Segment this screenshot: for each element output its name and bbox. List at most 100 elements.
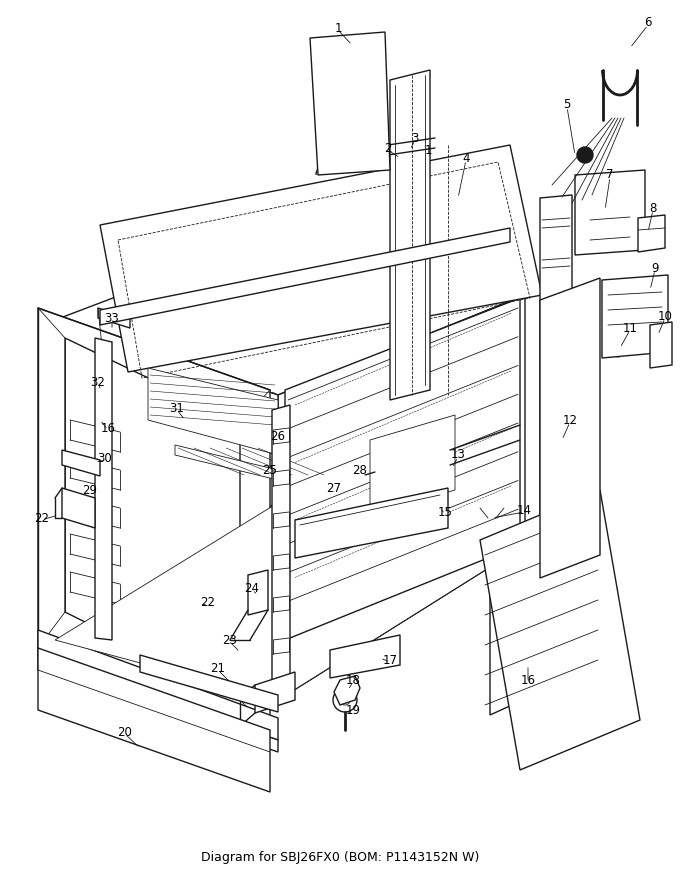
Polygon shape (175, 445, 278, 480)
Circle shape (272, 429, 284, 441)
Text: 11: 11 (622, 322, 638, 334)
Circle shape (333, 653, 347, 667)
Circle shape (475, 380, 505, 410)
Polygon shape (55, 488, 525, 700)
Text: 6: 6 (644, 16, 651, 28)
Polygon shape (38, 630, 278, 740)
Text: 32: 32 (90, 376, 105, 388)
Text: 16: 16 (101, 422, 116, 435)
Polygon shape (540, 278, 600, 578)
Polygon shape (480, 490, 640, 770)
Polygon shape (255, 672, 295, 713)
Text: 29: 29 (82, 483, 97, 497)
Polygon shape (148, 368, 278, 455)
Circle shape (480, 506, 504, 530)
Polygon shape (390, 70, 430, 400)
Circle shape (97, 385, 103, 391)
Circle shape (613, 347, 623, 357)
Polygon shape (310, 32, 390, 175)
Text: 2: 2 (384, 141, 392, 154)
Text: 28: 28 (352, 464, 367, 476)
Circle shape (454, 194, 462, 202)
Circle shape (324, 480, 340, 496)
Text: 14: 14 (517, 504, 532, 517)
Circle shape (179, 667, 189, 677)
Polygon shape (140, 655, 278, 712)
Polygon shape (38, 658, 278, 752)
Text: 27: 27 (326, 482, 341, 495)
Polygon shape (602, 275, 668, 358)
Circle shape (231, 667, 241, 677)
Polygon shape (285, 298, 520, 640)
Text: 12: 12 (562, 414, 577, 427)
Circle shape (127, 667, 137, 677)
Text: 8: 8 (649, 201, 657, 214)
Circle shape (448, 188, 468, 208)
Text: 16: 16 (520, 674, 536, 686)
Circle shape (164, 657, 176, 669)
Polygon shape (55, 488, 525, 700)
Polygon shape (62, 450, 100, 476)
Polygon shape (248, 570, 268, 615)
Circle shape (193, 598, 207, 612)
Text: 19: 19 (345, 704, 360, 716)
Circle shape (224, 684, 236, 696)
Circle shape (641, 305, 655, 319)
Circle shape (357, 467, 373, 483)
Circle shape (333, 688, 357, 712)
Polygon shape (98, 308, 130, 328)
Text: 26: 26 (271, 430, 286, 443)
Text: 18: 18 (345, 674, 360, 686)
Polygon shape (334, 676, 360, 705)
Circle shape (75, 667, 85, 677)
Polygon shape (370, 415, 455, 515)
Text: 7: 7 (607, 168, 614, 182)
Text: Diagram for SBJ26FX0 (BOM: P1143152N W): Diagram for SBJ26FX0 (BOM: P1143152N W) (201, 851, 479, 864)
Text: 4: 4 (462, 152, 470, 165)
Circle shape (93, 381, 107, 395)
Polygon shape (638, 215, 665, 252)
Circle shape (197, 602, 203, 608)
Polygon shape (55, 320, 278, 700)
Text: 17: 17 (382, 654, 398, 667)
Text: 33: 33 (105, 311, 120, 325)
Polygon shape (650, 322, 672, 368)
Text: 15: 15 (437, 505, 452, 519)
Text: 9: 9 (651, 261, 659, 274)
Circle shape (75, 457, 85, 467)
Polygon shape (65, 338, 240, 700)
Circle shape (174, 668, 186, 680)
Polygon shape (540, 195, 572, 545)
Circle shape (214, 670, 226, 682)
Text: 30: 30 (98, 452, 112, 465)
Text: 25: 25 (262, 464, 277, 476)
Circle shape (577, 147, 593, 163)
Text: 20: 20 (118, 726, 133, 738)
Text: 1: 1 (335, 21, 342, 34)
Text: 1: 1 (424, 144, 432, 156)
Text: 21: 21 (211, 662, 226, 675)
Text: 31: 31 (169, 401, 184, 415)
Polygon shape (278, 295, 525, 700)
Text: 23: 23 (222, 633, 237, 647)
Circle shape (340, 695, 350, 705)
Polygon shape (55, 225, 525, 395)
Text: 5: 5 (563, 99, 571, 111)
Text: 24: 24 (245, 581, 260, 594)
Text: 13: 13 (451, 449, 465, 461)
Polygon shape (295, 488, 448, 558)
Circle shape (374, 467, 382, 475)
Polygon shape (38, 308, 270, 730)
Polygon shape (575, 170, 645, 255)
Circle shape (74, 642, 86, 654)
Polygon shape (95, 338, 112, 640)
Circle shape (93, 381, 107, 395)
Text: 10: 10 (658, 310, 673, 323)
Polygon shape (62, 488, 95, 528)
Text: 3: 3 (411, 131, 419, 145)
Circle shape (124, 656, 136, 668)
Text: 22: 22 (35, 512, 50, 525)
Polygon shape (38, 648, 270, 792)
Polygon shape (100, 145, 542, 372)
Text: 22: 22 (201, 595, 216, 609)
